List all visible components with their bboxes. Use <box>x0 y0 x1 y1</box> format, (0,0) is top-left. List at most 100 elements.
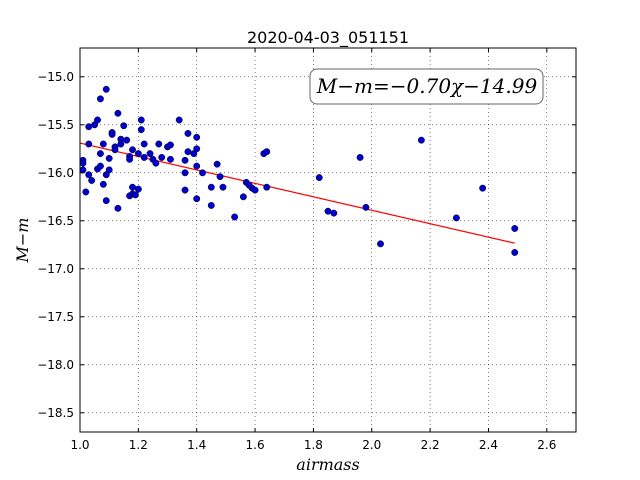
data-point <box>96 162 104 170</box>
tick-labels: 1.0 1.2 1.4 1.6 1.8 2.0 2.2 2.4 2.6 −15.0 −15.5 −16… <box>37 70 556 452</box>
axis-ticks <box>79 48 576 432</box>
x-tick-label: 2.6 <box>537 438 556 452</box>
data-point <box>120 122 128 130</box>
data-point <box>511 225 519 232</box>
data-point <box>452 214 460 222</box>
data-point <box>99 140 107 148</box>
data-point <box>181 169 189 177</box>
data-point <box>152 159 160 167</box>
data-point <box>251 186 259 194</box>
data-point <box>102 85 110 93</box>
data-point <box>85 171 93 179</box>
data-point <box>193 145 201 153</box>
x-tick-label: 1.6 <box>246 438 265 452</box>
data-point <box>140 140 148 148</box>
data-point <box>114 109 122 117</box>
x-tick-label: 2.2 <box>421 438 440 452</box>
y-tick-label: −15.0 <box>37 70 74 84</box>
data-point <box>193 162 201 170</box>
data-point <box>131 191 139 199</box>
data-point <box>114 204 122 212</box>
y-tick-label: −15.5 <box>37 118 74 132</box>
data-point <box>199 169 206 177</box>
data-point <box>155 140 163 148</box>
data-point <box>126 155 134 163</box>
data-point <box>231 213 239 221</box>
data-point <box>158 153 166 161</box>
data-point <box>79 159 87 167</box>
data-point <box>207 183 215 191</box>
data-point <box>85 123 93 131</box>
data-point <box>108 130 116 138</box>
data-point <box>96 95 104 103</box>
data-point <box>79 166 87 174</box>
data-point <box>193 195 201 203</box>
data-point <box>134 185 142 193</box>
data-point <box>356 153 364 161</box>
data-point <box>137 116 145 124</box>
y-tick-label: −16.5 <box>37 214 74 228</box>
data-point <box>216 173 224 181</box>
data-point <box>207 201 215 209</box>
data-point <box>166 155 174 163</box>
x-tick-label: 2.0 <box>362 438 381 452</box>
data-point <box>362 203 370 211</box>
plot-frame <box>79 47 577 433</box>
data-point <box>330 209 338 217</box>
data-point <box>184 148 192 156</box>
data-point <box>146 150 154 158</box>
fit-annotation: M−m=−0.70χ−14.99 <box>309 68 544 105</box>
x-tick-label: 2.4 <box>479 438 498 452</box>
x-tick-label: 1.2 <box>129 438 148 452</box>
data-point <box>263 183 271 191</box>
y-tick-label: −17.5 <box>37 310 74 324</box>
data-point <box>213 160 221 168</box>
annotation-text: M−m=−0.70χ−14.99 <box>316 74 538 98</box>
chart-title: 2020-04-03_051151 <box>247 28 409 48</box>
data-point <box>85 140 93 148</box>
data-point <box>479 184 487 192</box>
y-tick-label: −17.0 <box>37 262 74 276</box>
data-point <box>129 183 136 191</box>
data-point <box>193 133 201 141</box>
data-point <box>137 126 145 134</box>
data-point <box>123 136 131 144</box>
data-point <box>181 156 189 164</box>
data-point <box>324 207 332 215</box>
y-tick-label: −16.0 <box>37 166 74 180</box>
data-point <box>102 197 110 205</box>
grid-lines <box>79 48 576 432</box>
x-axis-label: airmass <box>296 455 359 474</box>
data-point <box>315 174 323 182</box>
data-point <box>140 153 148 161</box>
data-point <box>96 150 104 158</box>
data-point <box>181 186 189 194</box>
data-point <box>105 154 113 162</box>
y-axis-label: M−m <box>13 218 32 264</box>
data-point <box>99 180 107 188</box>
data-point <box>117 140 125 148</box>
data-point <box>88 177 96 184</box>
data-points <box>79 85 519 256</box>
y-tick-label: −18.0 <box>37 358 74 372</box>
data-point <box>111 146 119 154</box>
data-point <box>175 116 183 124</box>
data-point <box>511 249 519 256</box>
data-point <box>377 240 384 248</box>
x-tick-label: 1.8 <box>304 438 323 452</box>
data-point <box>417 136 425 144</box>
y-tick-label: −18.5 <box>37 406 74 420</box>
data-point <box>134 150 142 158</box>
data-point <box>239 193 247 201</box>
data-point <box>219 183 227 191</box>
annotation-box <box>309 68 544 105</box>
data-point <box>94 116 101 124</box>
data-point <box>166 141 174 149</box>
data-point <box>263 148 271 156</box>
data-point <box>105 166 113 174</box>
x-tick-label: 1.0 <box>70 438 89 452</box>
data-point <box>82 188 90 196</box>
data-point <box>129 146 136 154</box>
x-tick-label: 1.4 <box>187 438 206 452</box>
